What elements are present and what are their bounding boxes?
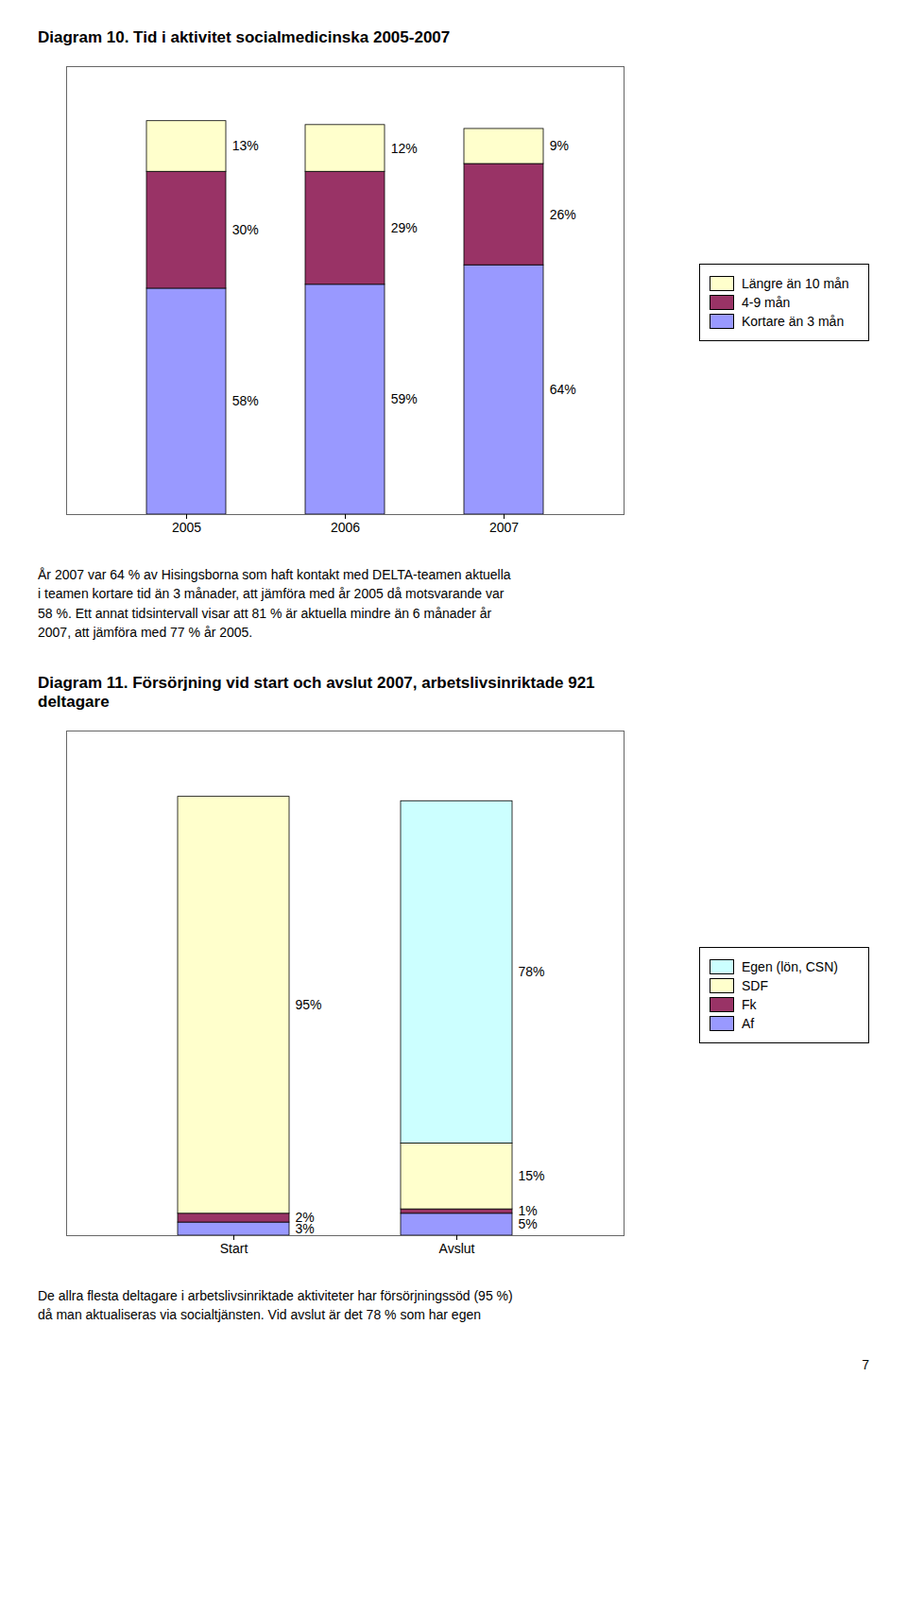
- html-text:4-9 mån: 4-9 mån: [741, 294, 791, 310]
- html-text:Af: Af: [741, 1015, 755, 1031]
- svg-text:12%: 12%: [391, 140, 418, 156]
- svg-text:59%: 59%: [391, 391, 418, 407]
- svg-text:78%: 78%: [518, 964, 546, 980]
- svg-text:13%: 13%: [232, 137, 259, 154]
- svg-text:15%: 15%: [518, 1167, 546, 1183]
- html-text:Fk: Fk: [741, 996, 757, 1013]
- svg-text:9%: 9%: [549, 137, 569, 154]
- svg-text:2005: 2005: [171, 519, 202, 535]
- html-text:SDF: SDF: [741, 978, 769, 994]
- svg-text:29%: 29%: [391, 220, 418, 236]
- svg-text:1%: 1%: [518, 1203, 538, 1219]
- svg-text:58%: 58%: [232, 393, 259, 409]
- svg-text:2007: 2007: [489, 519, 519, 535]
- svg-text:5%: 5%: [518, 1216, 538, 1233]
- html-text:Diagram 11. Försörjning vid st: Diagram 11. Försörjning vid start och av…: [37, 673, 595, 711]
- svg-text:26%: 26%: [549, 206, 577, 223]
- html-text:Diagram 10. Tid i aktivitet so: Diagram 10. Tid i aktivitet socialmedici…: [37, 28, 451, 47]
- svg-text:Start: Start: [220, 1241, 249, 1257]
- html-text:Kortare än 3 mån: Kortare än 3 mån: [741, 313, 844, 329]
- html-text:Egen (lön, CSN): Egen (lön, CSN): [741, 959, 838, 975]
- svg-text:2%: 2%: [295, 1210, 315, 1226]
- svg-text:30%: 30%: [232, 222, 259, 238]
- svg-text:Avslut: Avslut: [439, 1241, 476, 1257]
- html-text:Längre än 10 mån: Längre än 10 mån: [741, 275, 849, 291]
- svg-text:2006: 2006: [330, 519, 360, 535]
- svg-text:95%: 95%: [295, 996, 323, 1012]
- html-text:De allra flesta deltagare i ar: De allra flesta deltagare i arbetslivsin…: [37, 1287, 513, 1323]
- svg-text:3%: 3%: [295, 1220, 315, 1236]
- html-text:År 2007 var 64 % av Hisingsbor: År 2007 var 64 % av Hisingsborna som haf…: [37, 566, 511, 640]
- html-text:7: 7: [861, 1356, 870, 1372]
- svg-text:64%: 64%: [549, 381, 577, 397]
